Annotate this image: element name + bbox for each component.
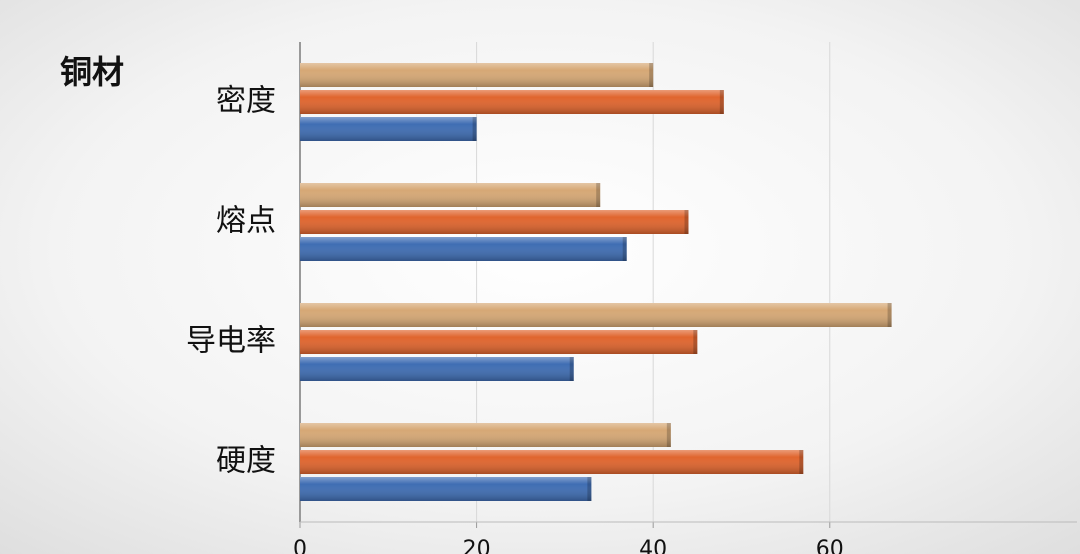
x-tick-label: 0 <box>293 537 307 554</box>
bar <box>300 210 689 234</box>
bar <box>300 117 477 141</box>
x-tick-label: 40 <box>639 537 667 554</box>
y-tick-label: 熔点 <box>216 204 276 239</box>
bar <box>300 423 671 447</box>
bar <box>300 330 698 354</box>
x-tick-label: 20 <box>463 537 491 554</box>
bar <box>300 450 804 474</box>
bar <box>300 183 601 207</box>
bar <box>300 357 574 381</box>
chart-title: 铜材 <box>60 53 124 91</box>
bar <box>300 477 592 501</box>
y-tick-label: 密度 <box>216 84 276 119</box>
x-tick-label: 60 <box>816 537 844 554</box>
bar <box>300 90 724 114</box>
y-tick-label: 导电率 <box>186 324 276 359</box>
bar <box>300 63 654 87</box>
y-tick-label: 硬度 <box>216 444 276 479</box>
bar <box>300 237 627 261</box>
bar <box>300 303 892 327</box>
